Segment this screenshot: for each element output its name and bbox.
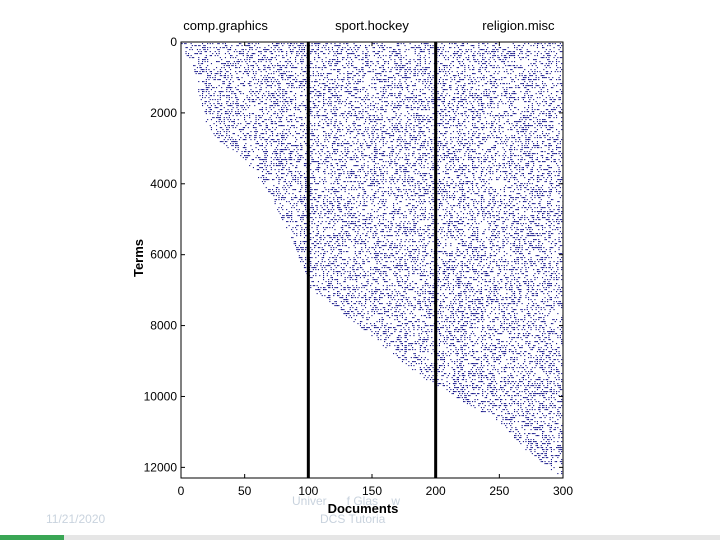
y-tick-label: 4000 [150,177,177,191]
matrix-dots [181,43,564,475]
slide-bottom-bar [0,535,720,540]
category-dividers [306,42,438,478]
y-tick-label: 2000 [150,106,177,120]
y-tick-label: 12000 [144,460,178,474]
x-tick-label: 250 [489,484,509,498]
y-tick-label: 10000 [144,389,178,403]
footer-organization: Univer f Glas w [292,494,401,508]
category-label-3: religion.misc [482,18,555,33]
category-label-1: comp.graphics [183,18,268,33]
x-tick-label: 50 [238,484,252,498]
axes: 0 50 100 150 200 250 300 0 2000 4000 6000 8000 10000… [144,35,574,498]
x-tick-label: 100 [298,484,318,498]
x-tick-label: 300 [553,484,573,498]
category-labels: comp.graphics sport.hockey religion.misc [183,18,555,33]
footer-date: 11/21/2020 [46,512,106,526]
x-tick-label: 150 [362,484,382,498]
y-tick-label: 0 [170,35,177,49]
slide-bottom-accent [0,535,64,540]
y-tick-label: 6000 [150,248,177,262]
y-tick-label: 8000 [150,319,177,333]
matrix-dot-cloud [181,43,564,475]
x-axis-label: Documents [328,501,399,516]
x-tick-label: 0 [178,484,185,498]
y-axis-label: Terms [131,239,146,277]
category-label-2: sport.hockey [335,18,409,33]
footer-course: DCS Tutoria [320,512,386,526]
x-tick-label: 200 [426,484,446,498]
